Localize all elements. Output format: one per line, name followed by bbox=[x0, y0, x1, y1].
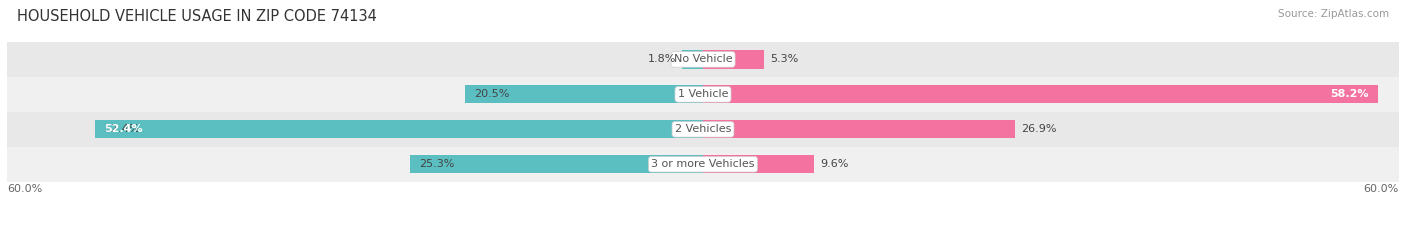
Text: 52.4%: 52.4% bbox=[104, 124, 141, 134]
Text: 2 Vehicles: 2 Vehicles bbox=[675, 124, 731, 134]
Text: 9.6%: 9.6% bbox=[820, 159, 849, 169]
Text: 26.9%: 26.9% bbox=[1021, 124, 1056, 134]
Text: 20.5%: 20.5% bbox=[474, 89, 510, 99]
Text: HOUSEHOLD VEHICLE USAGE IN ZIP CODE 74134: HOUSEHOLD VEHICLE USAGE IN ZIP CODE 7413… bbox=[17, 9, 377, 24]
Text: 60.0%: 60.0% bbox=[7, 184, 42, 194]
Bar bbox=[703, 120, 1015, 138]
Bar bbox=[682, 50, 703, 69]
Text: 60.0%: 60.0% bbox=[1364, 184, 1399, 194]
Text: 5.3%: 5.3% bbox=[770, 55, 799, 64]
Bar bbox=[7, 77, 1399, 112]
Bar bbox=[96, 120, 703, 138]
Bar bbox=[465, 85, 703, 103]
Text: 25.3%: 25.3% bbox=[419, 159, 454, 169]
Text: 1 Vehicle: 1 Vehicle bbox=[678, 89, 728, 99]
Bar bbox=[703, 50, 765, 69]
Text: Source: ZipAtlas.com: Source: ZipAtlas.com bbox=[1278, 9, 1389, 19]
Bar bbox=[7, 147, 1399, 182]
Bar bbox=[409, 155, 703, 173]
Text: 58.2%: 58.2% bbox=[1330, 89, 1369, 99]
Text: 3 or more Vehicles: 3 or more Vehicles bbox=[651, 159, 755, 169]
Text: 1.8%: 1.8% bbox=[648, 55, 676, 64]
Bar bbox=[7, 112, 1399, 147]
Bar bbox=[703, 155, 814, 173]
Text: 52.4%: 52.4% bbox=[104, 124, 143, 134]
Bar bbox=[7, 42, 1399, 77]
Text: No Vehicle: No Vehicle bbox=[673, 55, 733, 64]
Bar bbox=[703, 85, 1378, 103]
